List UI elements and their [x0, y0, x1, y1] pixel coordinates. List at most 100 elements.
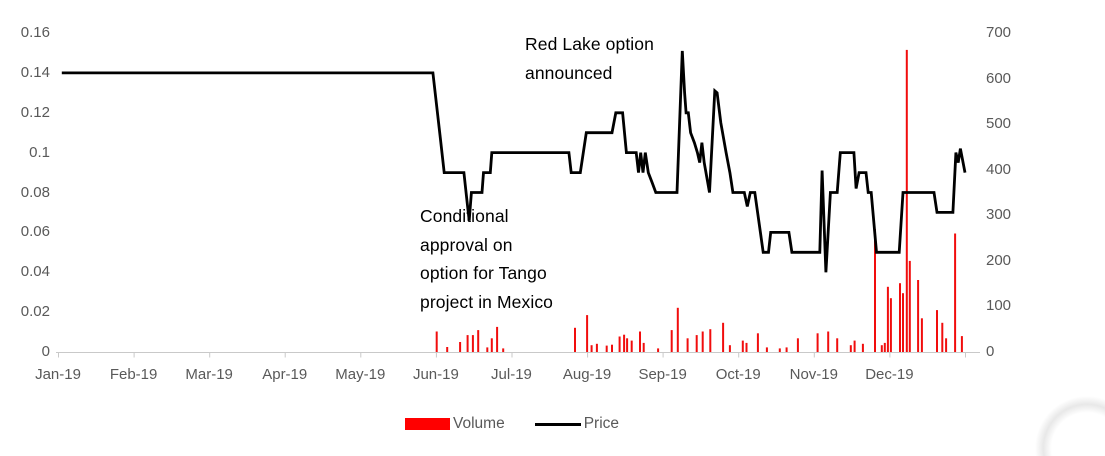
volume-bar — [496, 326, 499, 352]
volume-bar — [920, 318, 923, 352]
volume-bar — [883, 342, 886, 352]
volume-bar — [586, 315, 589, 352]
volume-bar — [435, 331, 438, 352]
x-axis-month-label: Aug-19 — [562, 366, 612, 383]
volume-bar — [611, 344, 613, 352]
volume-bar — [945, 338, 948, 352]
x-axis-month-label: Dec-19 — [865, 366, 914, 383]
x-axis-month-label: Jun-19 — [412, 366, 459, 383]
volume-bar — [765, 347, 768, 352]
x-axis-month-label: Feb-19 — [109, 366, 158, 383]
volume-bar — [936, 310, 938, 352]
volume-bar — [639, 331, 641, 352]
annotation-tango-approval: Conditional approval on option for Tango… — [420, 206, 554, 312]
left-axis-tick-label: 0.1 — [29, 143, 50, 161]
volume-bar — [626, 338, 629, 352]
x-axis-month-label: Oct-19 — [715, 366, 761, 383]
x-axis-month-label: Apr-19 — [262, 366, 308, 383]
right-axis-tick-label: 500 — [986, 115, 1012, 133]
volume-bar — [590, 345, 593, 352]
volume-bar — [618, 336, 621, 352]
volume-bar — [941, 322, 944, 352]
right-axis-tick-label: 0 — [986, 343, 995, 360]
volume-bar — [902, 293, 904, 352]
volume-bar — [889, 298, 892, 352]
volume-bar — [466, 335, 469, 352]
legend-label-volume: Volume — [453, 415, 505, 432]
left-axis-tick-label: 0 — [41, 343, 50, 360]
volume-bar — [905, 49, 908, 353]
volume-bar — [917, 280, 920, 352]
right-axis-tick-label: 600 — [986, 69, 1012, 87]
volume-bar — [836, 338, 839, 352]
volume-swatch-icon — [405, 418, 450, 430]
volume-bar — [471, 335, 474, 352]
volume-bar — [728, 345, 731, 352]
left-axis-tick-label: 0.06 — [20, 223, 50, 241]
legend-item-price: Price — [534, 415, 620, 433]
x-axis-month-label: Sep-19 — [638, 366, 687, 383]
volume-bar — [657, 348, 660, 352]
volume-bar — [874, 229, 876, 352]
volume-bar — [595, 343, 598, 352]
volume-bar — [745, 342, 748, 352]
volume-bar — [709, 329, 712, 352]
volume-bar — [954, 233, 957, 352]
right-axis-tick-label: 100 — [986, 297, 1012, 315]
volume-bar — [477, 330, 480, 352]
left-axis-tick-label: 0.02 — [20, 303, 50, 321]
volume-bar — [695, 335, 698, 352]
price-line — [61, 50, 967, 273]
volume-bar — [459, 342, 462, 352]
volume-bar — [486, 347, 489, 352]
volume-bar — [446, 347, 449, 352]
x-axis-month-label: May-19 — [335, 366, 386, 383]
legend-label-price: Price — [583, 415, 620, 432]
volume-bar — [899, 283, 901, 352]
volume-bar — [816, 333, 819, 352]
volume-bar — [605, 345, 608, 352]
volume-bar — [686, 338, 689, 352]
volume-bar — [960, 336, 963, 352]
legend-item-volume: Volume — [405, 415, 505, 433]
volume-bar — [574, 327, 576, 352]
volume-bar — [670, 330, 673, 352]
left-axis-tick-label: 0.12 — [20, 103, 50, 121]
volume-bar — [630, 340, 633, 352]
price-swatch-icon — [534, 422, 581, 426]
volume-bar — [676, 307, 679, 352]
x-axis-month-label: Mar-19 — [185, 366, 233, 383]
volume-bar — [908, 260, 911, 352]
left-axis-tick-label: 0.08 — [20, 183, 50, 201]
volume-bar — [490, 338, 493, 352]
right-axis-tick-label: 300 — [986, 206, 1012, 224]
volume-bar — [827, 331, 830, 352]
volume-bar — [642, 342, 645, 352]
volume-bar — [502, 348, 505, 352]
volume-bar — [722, 322, 725, 352]
right-axis-tick-label: 400 — [986, 160, 1012, 178]
volume-bar — [886, 286, 889, 352]
annotation-red-lake: Red Lake option announced — [525, 34, 654, 83]
right-axis-tick-label: 700 — [986, 24, 1012, 41]
left-axis-tick-label: 0.04 — [20, 263, 50, 281]
volume-bar — [880, 345, 883, 352]
volume-bar — [701, 331, 704, 352]
volume-bar — [849, 345, 852, 352]
right-axis-tick-label: 200 — [986, 251, 1012, 269]
x-axis-month-label: Jul-19 — [491, 366, 532, 383]
volume-bar — [796, 338, 799, 352]
x-axis-month-label: Jan-19 — [35, 366, 81, 383]
volume-bar — [778, 348, 781, 352]
left-axis-tick-label: 0.16 — [20, 24, 50, 41]
left-axis-tick-label: 0.14 — [20, 63, 50, 81]
x-axis-month-label: Nov-19 — [789, 366, 838, 383]
volume-bar — [756, 333, 759, 352]
volume-bar — [853, 340, 856, 352]
volume-bar — [785, 347, 788, 352]
legend: Volume Price — [405, 415, 649, 433]
volume-bar — [623, 334, 626, 352]
volume-bar — [861, 343, 864, 352]
